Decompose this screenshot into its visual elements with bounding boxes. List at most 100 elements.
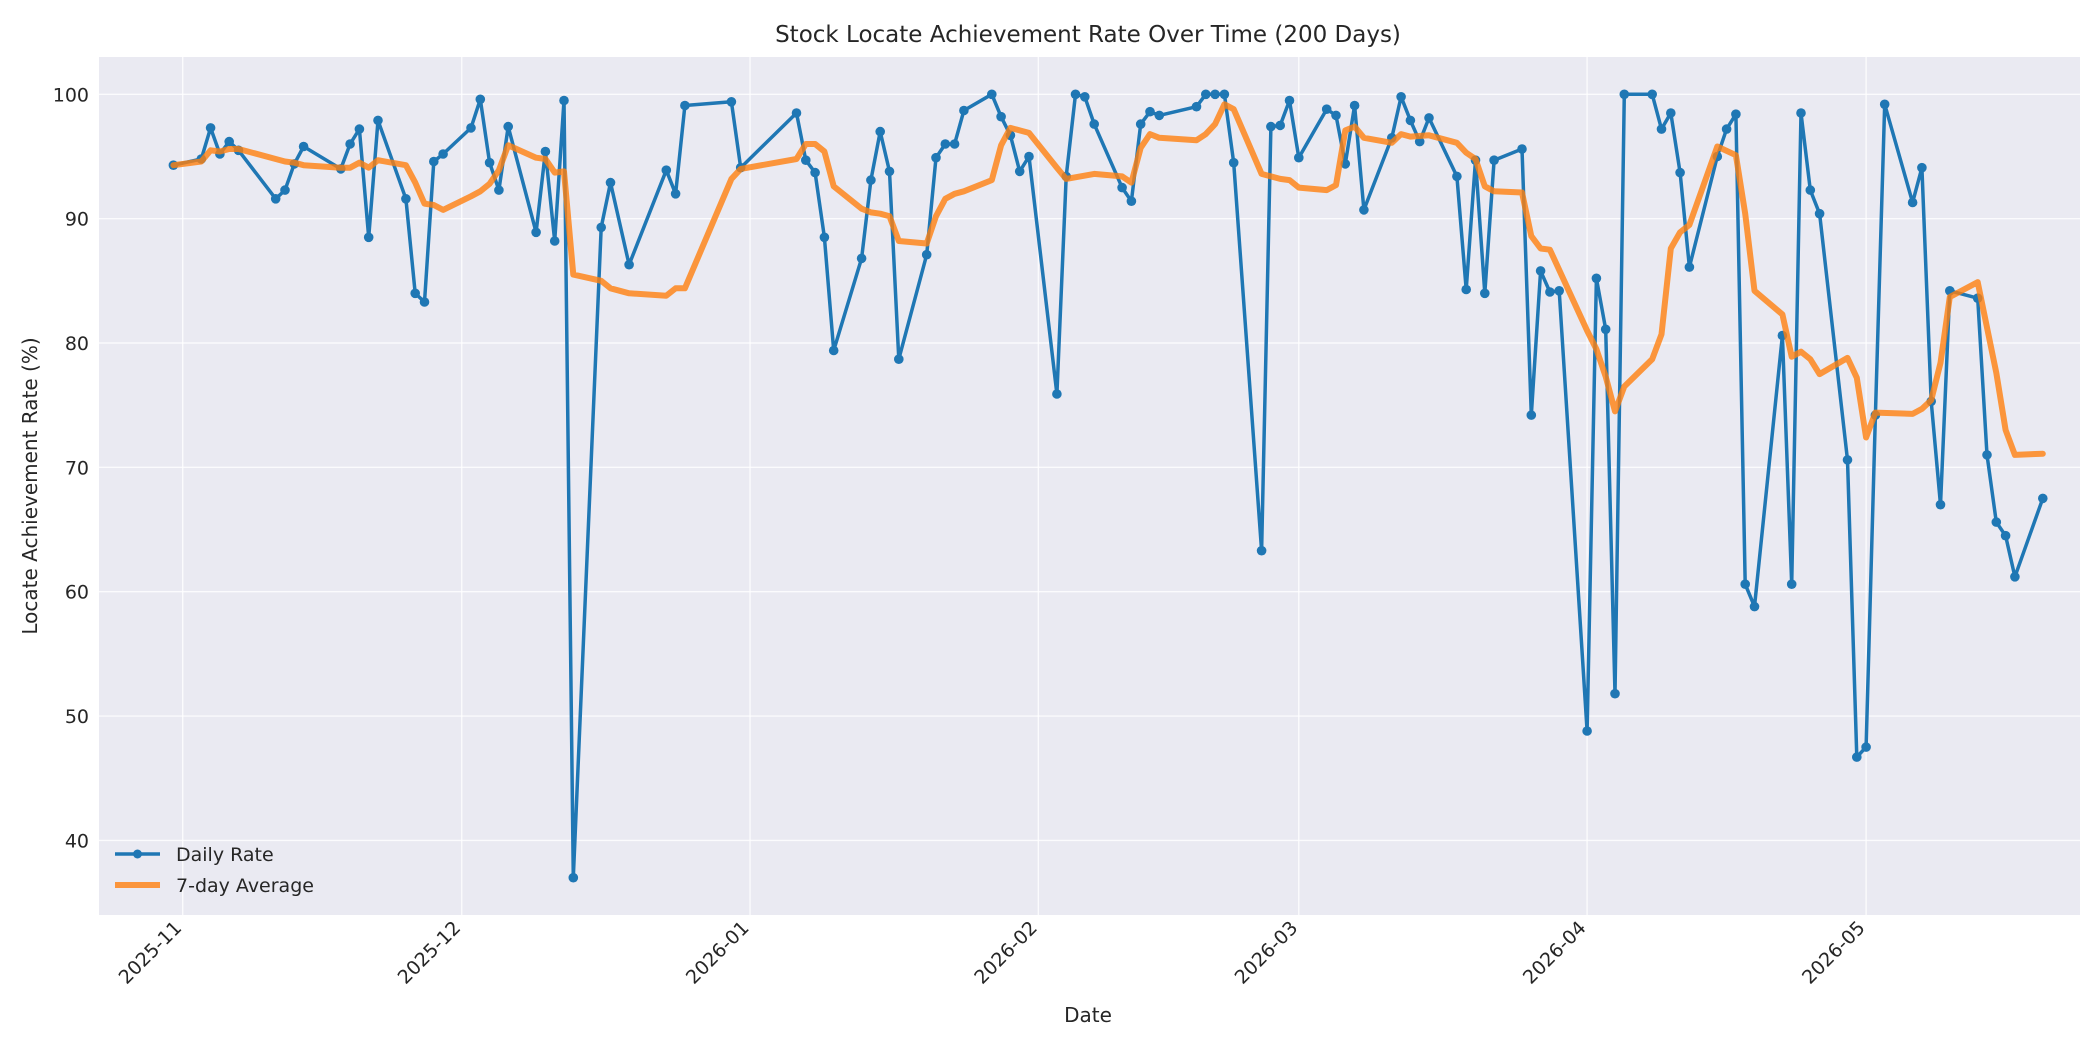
daily-rate-point: [996, 111, 1006, 122]
daily-rate-point: [1684, 262, 1695, 272]
y-tick-label: 60: [65, 582, 89, 604]
daily-rate-point: [1480, 288, 1490, 299]
x-tick-label: 2026-03: [1231, 917, 1303, 989]
daily-rate-point: [1740, 579, 1750, 589]
daily-rate-point: [1228, 157, 1239, 168]
daily-rate-point: [1405, 115, 1416, 126]
daily-rate-point: [801, 155, 811, 165]
daily-rate-point: [884, 166, 895, 177]
daily-rate-point: [466, 123, 476, 133]
daily-rate-point: [1210, 89, 1220, 100]
daily-rate-point: [419, 297, 430, 307]
data-series: [168, 89, 2048, 883]
daily-rate-point: [1721, 124, 1732, 134]
daily-rate-point: [224, 136, 234, 147]
daily-rate-point: [856, 253, 867, 264]
daily-rate-point: [1852, 752, 1862, 762]
daily-rate-point: [1861, 742, 1871, 752]
daily-rate-point: [1489, 155, 1499, 165]
daily-rate-point: [1284, 95, 1295, 106]
daily-rate-point: [959, 105, 969, 116]
daily-rate-point: [1080, 92, 1090, 102]
daily-rate-point: [1582, 726, 1592, 736]
daily-rate-point: [540, 146, 551, 157]
daily-rate-point: [661, 165, 672, 175]
daily-rate-point: [791, 108, 802, 118]
daily-rate-point: [1414, 136, 1425, 147]
daily-rate-point: [1294, 152, 1304, 163]
daily-rate-point: [1879, 99, 1890, 110]
daily-rate-point: [475, 94, 486, 105]
daily-rate-point: [1619, 89, 1630, 100]
daily-rate-point: [494, 185, 504, 195]
daily-rate-point: [1656, 124, 1667, 134]
daily-rate-point: [810, 167, 820, 178]
daily-rate-point: [1349, 100, 1360, 111]
x-tick-label: 2026-02: [970, 917, 1042, 989]
chart-title: Stock Locate Achievement Rate Over Time …: [775, 22, 1401, 48]
y-axis-label: Locate Achievement Rate (%): [18, 337, 42, 634]
x-tick-label: 2026-04: [1519, 917, 1591, 989]
daily-rate-point: [1266, 121, 1276, 132]
daily-rate-point: [680, 100, 690, 111]
daily-rate-point: [1052, 389, 1062, 399]
x-axis-label: Date: [1064, 1003, 1112, 1027]
daily-rate-point: [596, 222, 606, 233]
daily-rate-point: [1145, 106, 1155, 117]
daily-rate-point: [1535, 266, 1546, 276]
daily-rate-point: [866, 175, 876, 185]
daily-rate-point: [1600, 324, 1611, 335]
daily-rate-point: [549, 236, 560, 246]
daily-rate-point: [1554, 286, 1564, 296]
daily-rate-point: [1675, 167, 1685, 178]
daily-rate-point: [438, 149, 448, 159]
daily-rate-point: [828, 345, 839, 356]
daily-rate-point: [410, 288, 421, 299]
daily-rate-point: [1191, 101, 1202, 112]
daily-rate-point: [1461, 284, 1471, 295]
daily-rate-point: [1154, 110, 1165, 121]
daily-rate-point: [1814, 208, 1825, 219]
daily-rate-point: [1126, 196, 1137, 206]
daily-rate-point: [1275, 120, 1285, 131]
daily-rate-point: [1786, 579, 1797, 589]
daily-rate-point: [503, 121, 513, 132]
daily-rate-point: [2038, 493, 2048, 504]
daily-rate-point: [819, 232, 830, 243]
daily-rate-point: [1359, 205, 1369, 215]
daily-rate-point: [894, 354, 904, 365]
plot-area: [99, 57, 2080, 915]
daily-rate-point: [1321, 104, 1332, 114]
daily-rate-point: [1396, 92, 1406, 102]
daily-rate-point: [875, 126, 885, 137]
daily-rate-point: [1991, 517, 2002, 527]
daily-rate-point: [1805, 185, 1816, 195]
legend: Daily Rate 7-day Average: [115, 844, 314, 897]
legend-daily-label: Daily Rate: [176, 844, 274, 866]
daily-rate-point: [1907, 197, 1918, 208]
daily-rate-point: [2010, 572, 2020, 582]
daily-rate-point: [1117, 182, 1127, 193]
daily-rate-point: [1935, 499, 1946, 510]
y-tick-label: 70: [65, 457, 89, 479]
daily-rate-point: [1135, 119, 1146, 129]
daily-rate-point: [401, 194, 411, 204]
daily-rate-point: [605, 177, 616, 188]
x-tick-label: 2026-05: [1798, 917, 1870, 989]
daily-rate-point: [1024, 151, 1034, 162]
daily-rate-point: [1070, 89, 1081, 100]
x-tick-label: 2025-12: [394, 917, 466, 989]
x-tick-label: 2025-11: [115, 917, 187, 989]
daily-rate-point: [624, 259, 634, 270]
daily-rate-point: [568, 872, 579, 883]
daily-rate-point: [1647, 89, 1657, 100]
daily-rate-point: [484, 157, 495, 168]
daily-rate-point: [1917, 162, 1927, 173]
daily-rate-point: [1517, 144, 1527, 154]
daily-rate-point: [1982, 450, 1992, 460]
daily-rate-point: [670, 189, 681, 199]
daily-rate-point: [373, 115, 383, 126]
daily-rate-point: [2000, 530, 2011, 541]
daily-rate-point: [931, 152, 941, 163]
